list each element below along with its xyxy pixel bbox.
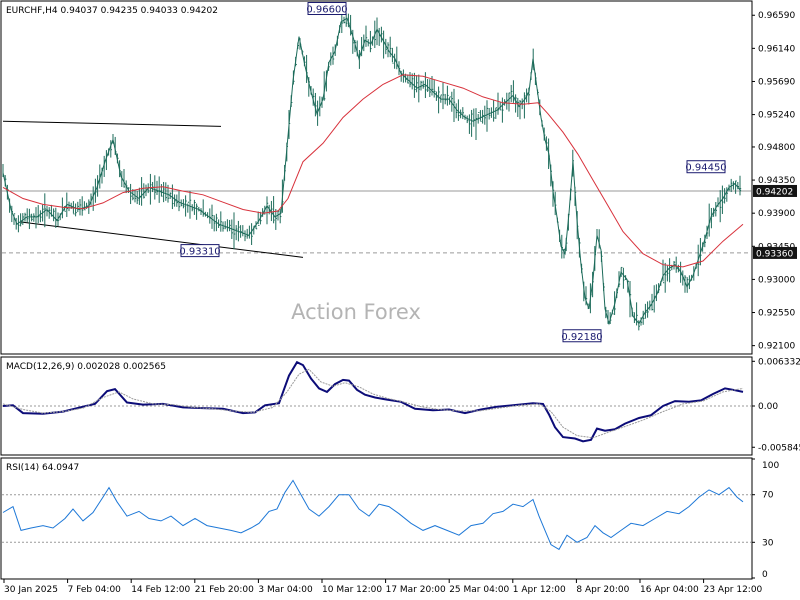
price-axis-tick: 0.94800 xyxy=(758,143,795,153)
price-axis-tick: 0.93900 xyxy=(758,209,795,219)
trend-line xyxy=(20,221,304,258)
price-line xyxy=(2,17,742,326)
macd-axis-tick: 0.006332 xyxy=(758,357,800,367)
time-axis-tick: 1 Apr 12:00 xyxy=(513,585,566,595)
price-axis-tick: 0.92100 xyxy=(758,342,795,352)
swing-label-box xyxy=(562,329,602,343)
macd-axis-tick: 0.00 xyxy=(758,402,778,412)
swing-label: 0.92180 xyxy=(561,332,602,343)
price-layer: 0.96600 0.93310 0.92180 0.94450 xyxy=(2,2,751,343)
swing-label-box xyxy=(307,2,347,16)
rsi-axis-tick: 0 xyxy=(762,570,768,580)
price-axis-tick: 0.93000 xyxy=(758,275,795,285)
axis-layer: 0.96590 0.96140 0.95690 0.95240 0.94800 0.943… xyxy=(3,11,800,595)
time-axis-tick: 17 Mar 20:00 xyxy=(386,585,446,595)
price-axis-tick: 0.94350 xyxy=(758,176,795,186)
moving-average-line xyxy=(2,74,744,268)
price-panel-header: EURCHF,H4 0.94037 0.94235 0.94033 0.9420… xyxy=(6,6,218,16)
time-axis-tick: 10 Mar 12:00 xyxy=(322,585,382,595)
swing-label: 0.93310 xyxy=(179,247,220,258)
time-axis-tick: 30 Jan 2025 xyxy=(4,585,58,595)
time-axis-tick: 25 Mar 04:00 xyxy=(449,585,509,595)
price-tag: 0.94202 xyxy=(756,187,793,197)
trend-line xyxy=(2,120,222,127)
time-axis-tick: 7 Feb 04:00 xyxy=(68,585,122,595)
swing-label-box xyxy=(180,244,220,258)
time-axis-tick: 14 Feb 12:00 xyxy=(131,585,190,595)
rsi-axis-tick: 30 xyxy=(762,538,774,548)
price-axis-tick: 0.95240 xyxy=(758,111,795,121)
rsi-panel-header: RSI(14) 64.0947 xyxy=(6,463,79,473)
swing-label: 0.94450 xyxy=(685,163,726,174)
time-axis-tick: 8 Apr 20:00 xyxy=(576,585,629,595)
swing-label-box xyxy=(686,160,726,174)
price-tag-box xyxy=(753,184,797,197)
macd-signal-line xyxy=(2,368,744,439)
price-tag-box xyxy=(753,246,797,259)
swing-label: 0.96600 xyxy=(306,5,347,16)
rsi-panel-frame xyxy=(0,457,753,580)
price-axis-tick: 0.95690 xyxy=(758,77,795,87)
time-axis-tick: 3 Mar 04:00 xyxy=(258,585,313,595)
price-axis-tick: 0.96590 xyxy=(758,11,795,21)
rsi-axis-tick: 100 xyxy=(762,461,779,471)
time-axis-tick: 23 Apr 12:00 xyxy=(704,585,763,595)
macd-axis-tick: -0.005845 xyxy=(758,443,800,453)
macd-layer xyxy=(2,360,751,443)
price-axis-tick: 0.92550 xyxy=(758,309,795,319)
rsi-line xyxy=(2,479,744,551)
price-axis-tick: 0.96140 xyxy=(758,44,795,54)
time-axis-tick: 16 Apr 04:00 xyxy=(640,585,699,595)
macd-line xyxy=(2,360,744,443)
rsi-axis-tick: 70 xyxy=(762,491,774,501)
watermark: Action Forex xyxy=(291,300,421,324)
price-panel-frame xyxy=(0,0,753,355)
rsi-layer xyxy=(2,479,751,551)
macd-panel-header: MACD(12,26,9) 0.002028 0.002565 xyxy=(6,362,166,372)
price-tag: 0.93360 xyxy=(756,249,793,259)
time-axis-tick: 21 Feb 20:00 xyxy=(195,585,254,595)
